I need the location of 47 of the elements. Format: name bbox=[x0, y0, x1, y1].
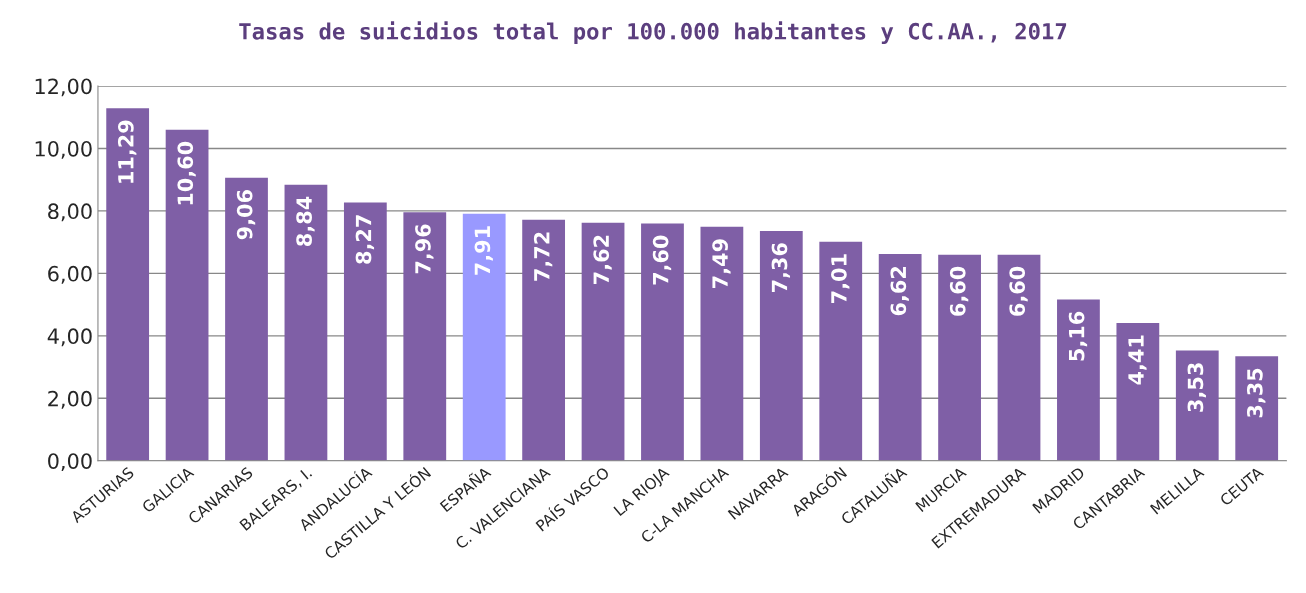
bar bbox=[462, 213, 506, 461]
bar bbox=[1057, 299, 1100, 461]
bar bbox=[581, 222, 625, 461]
y-tick-label: 6,00 bbox=[48, 265, 92, 284]
bar bbox=[1175, 350, 1219, 461]
data-label: 4,41 bbox=[1128, 335, 1147, 385]
bar bbox=[1235, 356, 1279, 461]
y-tick-label: 8,00 bbox=[48, 203, 92, 222]
bar bbox=[938, 254, 981, 461]
data-label: 6,60 bbox=[949, 266, 969, 316]
data-label: 7,72 bbox=[533, 232, 553, 281]
bar bbox=[106, 108, 150, 461]
data-label: 6,60 bbox=[1009, 266, 1028, 316]
chart-title: Tasas de suicidios total por 100.000 habitantes y CC.AA., 2017 bbox=[239, 21, 1067, 44]
bar bbox=[343, 202, 387, 461]
data-label: 7,60 bbox=[652, 235, 672, 285]
bar bbox=[997, 254, 1041, 461]
bar bbox=[700, 226, 744, 461]
bar bbox=[819, 241, 863, 461]
data-label: 7,49 bbox=[712, 239, 731, 288]
data-label: 3,53 bbox=[1187, 363, 1206, 412]
data-label: 8,27 bbox=[355, 215, 375, 264]
bar bbox=[641, 223, 684, 461]
data-label: 7,36 bbox=[771, 243, 791, 293]
y-tick-label: 10,00 bbox=[35, 140, 92, 159]
y-tick-label: 12,00 bbox=[35, 78, 92, 97]
data-label: 7,01 bbox=[831, 254, 850, 303]
data-label: 6,62 bbox=[890, 266, 909, 316]
bar bbox=[165, 129, 209, 461]
bar bbox=[284, 184, 328, 461]
data-label: 10,60 bbox=[177, 141, 196, 205]
data-label: 9,06 bbox=[236, 190, 256, 240]
data-label: 5,16 bbox=[1068, 311, 1088, 361]
y-tick-label: 4,00 bbox=[47, 328, 92, 347]
bar bbox=[878, 254, 922, 461]
bar bbox=[1116, 323, 1160, 461]
data-label: 11,29 bbox=[117, 120, 137, 183]
data-label: 8,84 bbox=[296, 196, 315, 246]
data-label: 7,91 bbox=[474, 226, 493, 275]
bar bbox=[759, 230, 803, 461]
data-label: 3,35 bbox=[1246, 368, 1266, 418]
bar bbox=[225, 177, 268, 461]
data-label: 7,62 bbox=[593, 235, 612, 284]
data-label: 7,96 bbox=[415, 224, 434, 274]
bar bbox=[403, 212, 447, 461]
bar bbox=[522, 219, 566, 461]
y-tick-label: 2,00 bbox=[48, 390, 92, 409]
